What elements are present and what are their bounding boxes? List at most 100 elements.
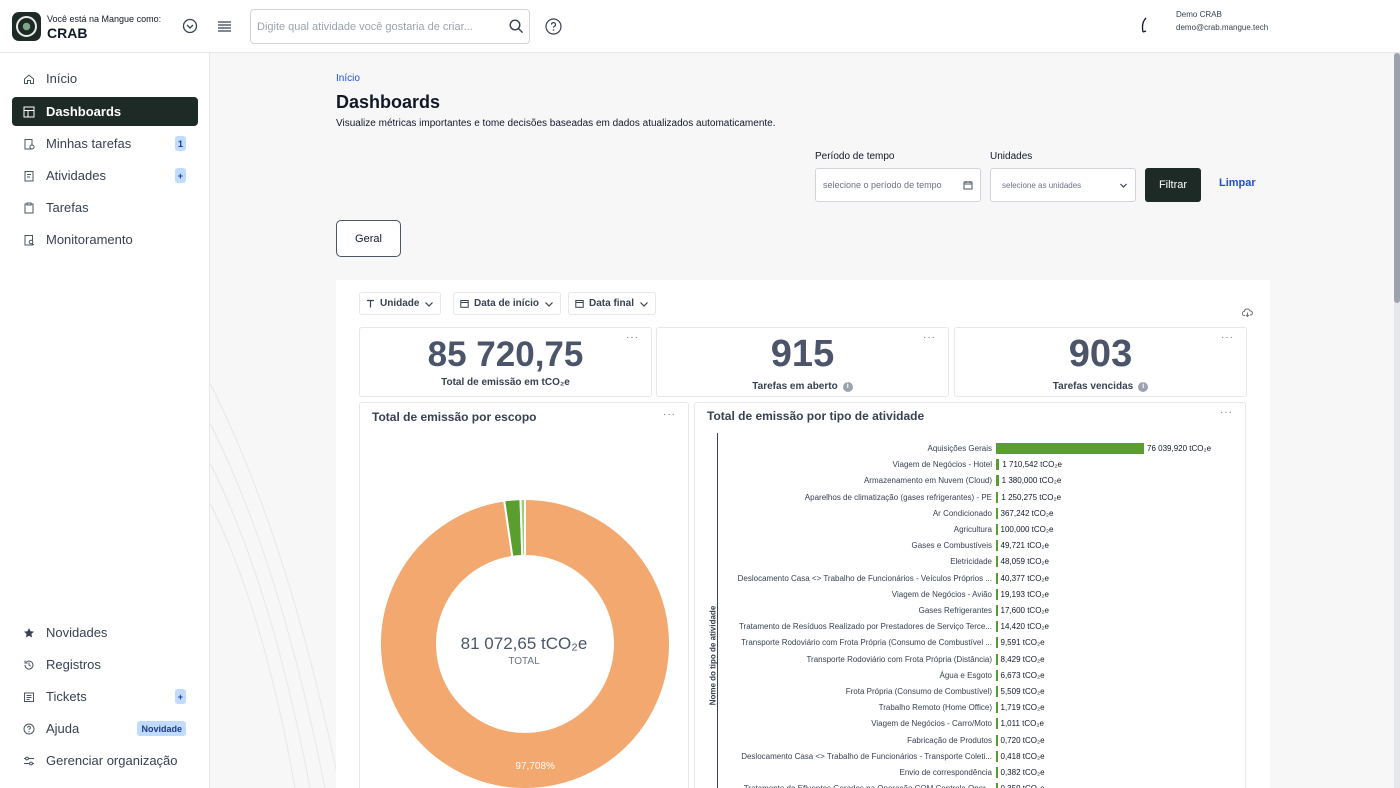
search-icon[interactable] [508, 18, 525, 35]
sidebar-item-novidades[interactable]: Novidades [12, 618, 198, 647]
bar-value-label: 5,509 tCO₂e [1000, 687, 1045, 696]
bar[interactable] [996, 540, 998, 552]
bar[interactable] [996, 783, 998, 788]
sidebar-item-monitoramento[interactable]: Monitoramento [12, 225, 198, 254]
bar[interactable] [996, 686, 998, 697]
y-axis-line [717, 433, 718, 788]
bar-value-label: 0,720 tCO₂e [1000, 735, 1045, 745]
settings-sliders-icon [12, 755, 46, 767]
bar[interactable] [996, 572, 998, 584]
sidebar-item-inicio[interactable]: Início [12, 64, 198, 93]
units-select[interactable]: selecione as unidades [990, 168, 1136, 202]
donut-total-label: TOTAL [508, 656, 540, 667]
end-date-chip[interactable]: Data final [568, 292, 657, 315]
kpi-value: 85 720,75 [427, 335, 584, 374]
sidebar-item-label: Tarefas [46, 200, 89, 215]
sidebar-item-label: Monitoramento [46, 232, 133, 247]
kpi-label-text: Tarefas vencidas [1052, 381, 1134, 392]
search-input[interactable] [251, 10, 501, 43]
sidebar-item-registros[interactable]: Registros [12, 650, 198, 679]
activity-emission-chart-card: Total de emissão por tipo de atividade ·… [694, 402, 1246, 788]
sidebar-item-gerenciar-organizacao[interactable]: Gerenciar organização [12, 746, 198, 775]
user-email: demo@crab.mangue.tech [1176, 23, 1269, 32]
card-menu-button[interactable]: ··· [923, 332, 936, 343]
unit-filter-chip[interactable]: Unidade [359, 292, 442, 315]
scope-donut-chart: 97,708% [379, 497, 671, 788]
history-icon [12, 659, 46, 671]
bar-value-label: 100,000 tCO₂e [1000, 525, 1054, 534]
bar[interactable] [996, 734, 998, 746]
sidebar-item-atividades[interactable]: Atividades + [12, 161, 198, 190]
units-placeholder: selecione as unidades [1002, 180, 1082, 190]
bar[interactable] [996, 507, 998, 519]
bar-value-label: 1,719 tCO₂e [1000, 703, 1045, 713]
bar-value-label: 19,193 tCO₂e [1000, 589, 1049, 599]
info-icon[interactable]: i [842, 381, 853, 392]
donut-slice-2[interactable] [519, 497, 526, 558]
filter-button[interactable]: Filtrar [1145, 168, 1201, 202]
sidebar-item-minhas-tarefas[interactable]: Minhas tarefas 1 [12, 129, 198, 158]
bar[interactable] [996, 605, 998, 616]
bar[interactable] [996, 750, 998, 762]
bar[interactable] [996, 653, 998, 665]
logo[interactable] [12, 12, 41, 41]
bar-category-label: Agricultura [953, 525, 992, 534]
add-ticket-badge[interactable]: + [174, 689, 186, 704]
bar-category-label: Eletricidade [950, 557, 992, 567]
kpi-card-total-emission: ··· 85 720,75 Total de emissão em tCO₂e [359, 327, 652, 397]
donut-slice-label: 97,708% [515, 761, 555, 772]
chevron-down-icon [425, 301, 434, 307]
page-scrollbar[interactable] [1394, 53, 1400, 788]
bar[interactable] [996, 669, 998, 681]
user-name[interactable]: Demo CRAB [1176, 10, 1222, 19]
card-menu-button[interactable]: ··· [626, 332, 639, 343]
bar-category-label: Deslocamento Casa <> Trabalho de Funcion… [737, 573, 992, 583]
bar[interactable] [996, 702, 998, 714]
card-menu-button[interactable]: ··· [663, 409, 676, 420]
tab-geral[interactable]: Geral [336, 220, 401, 257]
kpi-card-open-tasks: ··· 915 Tarefas em aberto i [656, 327, 949, 397]
search-box [250, 9, 530, 44]
card-menu-button[interactable]: ··· [1221, 332, 1234, 343]
sidebar-item-tarefas[interactable]: Tarefas [12, 193, 198, 222]
chip-label: Data de início [474, 298, 540, 309]
bar[interactable] [996, 524, 998, 535]
bar[interactable] [996, 443, 1144, 454]
bar[interactable] [996, 459, 1000, 471]
add-activity-badge[interactable]: + [174, 168, 186, 183]
info-icon[interactable]: i [1138, 381, 1149, 392]
bar[interactable] [996, 491, 999, 503]
bar[interactable] [996, 621, 998, 633]
calendar-icon [460, 300, 469, 308]
breadcrumb[interactable]: Início [336, 73, 360, 84]
bar[interactable] [996, 556, 998, 568]
bar-category-label: Viagem de Negócios - Avião [891, 589, 992, 599]
bar-value-label: 0,359 tCO₂e [1001, 784, 1045, 788]
download-cloud-icon[interactable] [1241, 306, 1253, 318]
org-switch-chevron-icon[interactable] [181, 17, 199, 35]
donut-slice-0[interactable] [379, 497, 671, 788]
clear-button[interactable]: Limpar [1219, 177, 1256, 189]
background-decoration [210, 383, 340, 788]
kpi-value: 915 [770, 333, 835, 375]
bar[interactable] [996, 767, 998, 778]
sidebar-item-ajuda[interactable]: Ajuda Novidade [12, 714, 198, 743]
dashboard-icon [12, 106, 46, 118]
bar-value-label: 40,377 tCO₂e [1000, 573, 1049, 583]
bar[interactable] [996, 637, 998, 649]
period-field[interactable]: selecione o período de tempo [815, 168, 981, 202]
help-circle-icon[interactable] [544, 17, 562, 35]
kpi-label-text: Total de emissão em tCO₂e [441, 377, 570, 388]
scrollbar-thumb[interactable] [1394, 53, 1400, 303]
start-date-chip[interactable]: Data de início [453, 292, 562, 315]
bar-value-label: 76 039,920 tCO₂e [1147, 444, 1212, 453]
bar[interactable] [996, 718, 998, 730]
bar[interactable] [996, 475, 999, 487]
menu-icon[interactable] [215, 17, 233, 35]
bar[interactable] [996, 588, 998, 600]
bar-value-label: 8,429 tCO₂e [1000, 654, 1045, 664]
sidebar-item-tickets[interactable]: Tickets + [12, 682, 198, 711]
page-title: Dashboards [336, 92, 441, 112]
sidebar-item-dashboards[interactable]: Dashboards [12, 97, 198, 126]
card-menu-button[interactable]: ··· [1220, 407, 1233, 418]
